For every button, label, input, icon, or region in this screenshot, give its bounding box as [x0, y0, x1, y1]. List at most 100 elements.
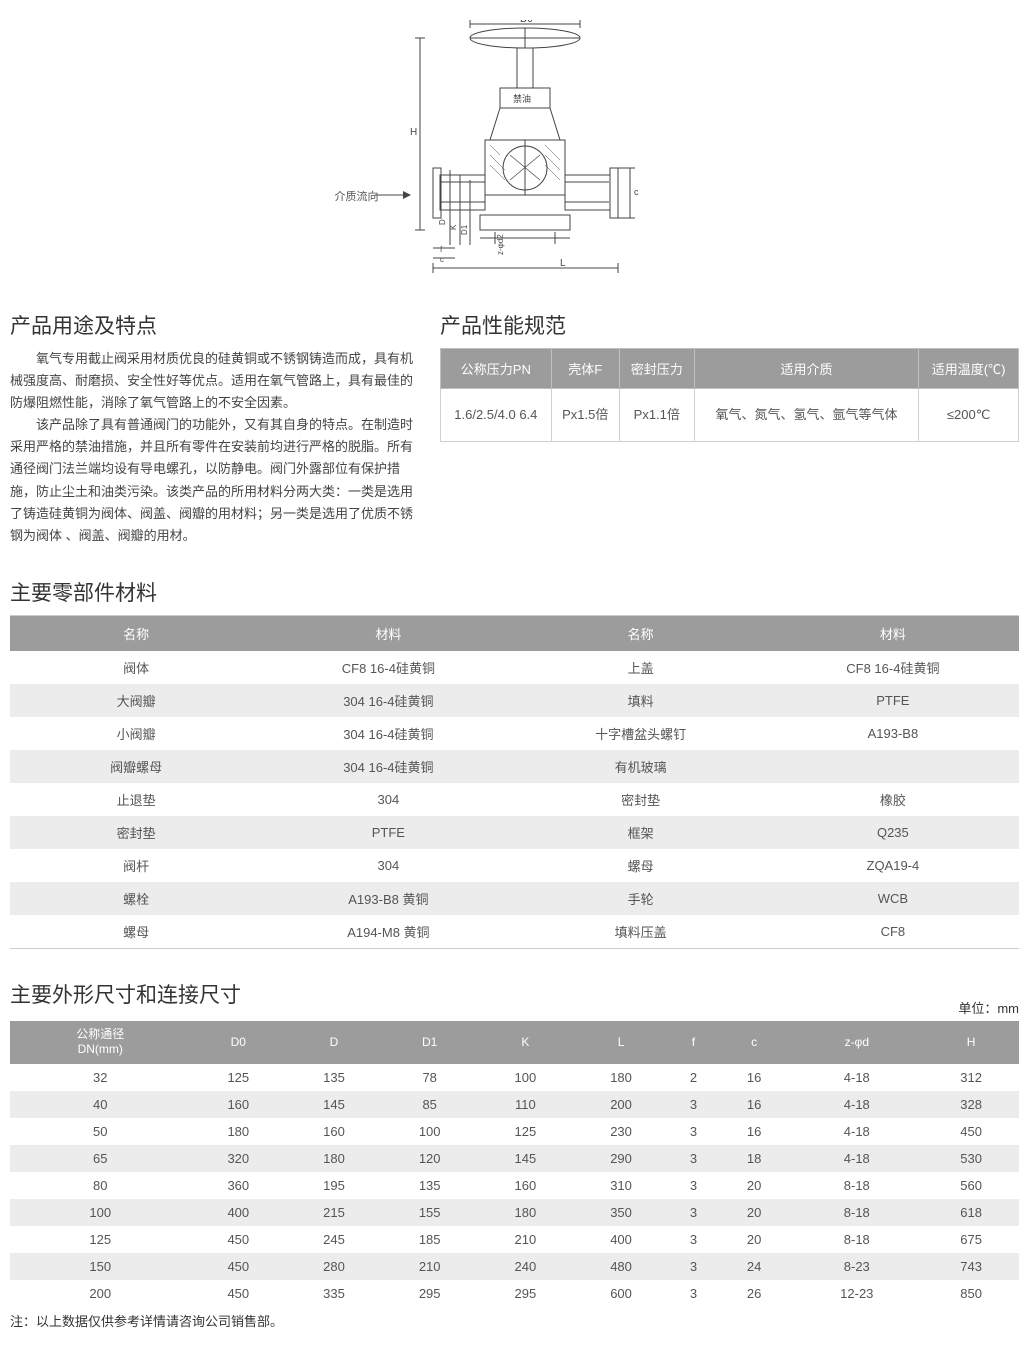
- dims-cell: 125: [10, 1226, 190, 1253]
- materials-cell: 密封垫: [10, 816, 262, 849]
- perf-header: 壳体F: [551, 349, 619, 389]
- dims-cell: 530: [923, 1145, 1019, 1172]
- dims-cell: 618: [923, 1199, 1019, 1226]
- table-row: 501801601001252303164-18450: [10, 1118, 1019, 1145]
- materials-cell: ZQA19-4: [767, 849, 1019, 882]
- dims-cell: 16: [718, 1091, 790, 1118]
- materials-cell: 阀杆: [10, 849, 262, 882]
- table-row: 螺栓A193-B8 黄铜手轮WCB: [10, 882, 1019, 915]
- dims-cell: 215: [286, 1199, 382, 1226]
- dims-cell: 450: [190, 1280, 286, 1307]
- table-row: 40160145851102003164-18328: [10, 1091, 1019, 1118]
- dims-cell: 180: [573, 1064, 669, 1091]
- dims-header: D1: [382, 1021, 478, 1064]
- dims-cell: 8-18: [790, 1172, 923, 1199]
- svg-text:c: c: [634, 187, 639, 197]
- usage-para2: 该产品除了具有普通阀门的功能外，又有其自身的特点。在制造时采用严格的禁油措施，并…: [10, 414, 420, 547]
- dims-cell: 195: [286, 1172, 382, 1199]
- materials-cell: 304 16-4硅黄铜: [262, 717, 514, 750]
- dims-cell: 3: [669, 1199, 718, 1226]
- materials-cell: 框架: [515, 816, 767, 849]
- dims-cell: 185: [382, 1226, 478, 1253]
- materials-cell: 上盖: [515, 651, 767, 684]
- dims-cell: 85: [382, 1091, 478, 1118]
- technical-diagram-area: D0 禁油: [10, 20, 1019, 280]
- materials-cell: 大阀瓣: [10, 684, 262, 717]
- dims-cell: 400: [190, 1199, 286, 1226]
- svg-text:K: K: [449, 224, 458, 230]
- materials-cell: [767, 750, 1019, 783]
- dims-cell: 4-18: [790, 1118, 923, 1145]
- dims-cell: 145: [478, 1145, 574, 1172]
- dims-cell: 3: [669, 1118, 718, 1145]
- dims-cell: 180: [478, 1199, 574, 1226]
- dims-cell: 20: [718, 1226, 790, 1253]
- materials-header: 名称: [515, 615, 767, 651]
- dims-cell: 180: [286, 1145, 382, 1172]
- dims-header: 公称通径 DN(mm): [10, 1021, 190, 1064]
- dims-cell: 65: [10, 1145, 190, 1172]
- perf-header: 公称压力PN: [441, 349, 552, 389]
- dims-cell: 290: [573, 1145, 669, 1172]
- dims-cell: 200: [10, 1280, 190, 1307]
- dims-cell: 150: [10, 1253, 190, 1280]
- dims-cell: 3: [669, 1253, 718, 1280]
- dims-cell: 8-18: [790, 1199, 923, 1226]
- svg-text:D1: D1: [460, 224, 469, 235]
- materials-header: 材料: [262, 615, 514, 651]
- dims-cell: 4-18: [790, 1091, 923, 1118]
- dims-cell: 3: [669, 1226, 718, 1253]
- dims-cell: 18: [718, 1145, 790, 1172]
- dims-cell: 600: [573, 1280, 669, 1307]
- dims-cell: 80: [10, 1172, 190, 1199]
- table-row: 1004002151551803503208-18618: [10, 1199, 1019, 1226]
- dims-cell: 32: [10, 1064, 190, 1091]
- dims-cell: 160: [286, 1118, 382, 1145]
- dims-cell: 100: [478, 1064, 574, 1091]
- materials-table: 名称材料名称材料 阀体CF8 16-4硅黄铜上盖CF8 16-4硅黄铜大阀瓣30…: [10, 615, 1019, 949]
- dims-cell: 312: [923, 1064, 1019, 1091]
- perf-pn: 1.6/2.5/4.0 6.4: [441, 389, 552, 442]
- svg-text:c: c: [440, 255, 444, 264]
- dims-cell: 310: [573, 1172, 669, 1199]
- svg-text:f: f: [440, 245, 443, 254]
- dims-cell: 360: [190, 1172, 286, 1199]
- dims-cell: 155: [382, 1199, 478, 1226]
- svg-text:D: D: [438, 219, 447, 225]
- dims-header: c: [718, 1021, 790, 1064]
- dims-cell: 400: [573, 1226, 669, 1253]
- dims-cell: 450: [190, 1226, 286, 1253]
- materials-cell: A194-M8 黄铜: [262, 915, 514, 949]
- materials-cell: 小阀瓣: [10, 717, 262, 750]
- dims-cell: 100: [382, 1118, 478, 1145]
- perf-shell: Px1.5倍: [551, 389, 619, 442]
- dims-cell: 120: [382, 1145, 478, 1172]
- dims-cell: 230: [573, 1118, 669, 1145]
- materials-header: 材料: [767, 615, 1019, 651]
- dims-cell: 24: [718, 1253, 790, 1280]
- dims-cell: 240: [478, 1253, 574, 1280]
- table-row: 阀瓣螺母304 16-4硅黄铜有机玻璃: [10, 750, 1019, 783]
- perf-header: 适用介质: [694, 349, 919, 389]
- materials-header: 名称: [10, 615, 262, 651]
- dims-cell: 3: [669, 1280, 718, 1307]
- table-row: 大阀瓣304 16-4硅黄铜填料PTFE: [10, 684, 1019, 717]
- dims-cell: 850: [923, 1280, 1019, 1307]
- materials-cell: 螺母: [515, 849, 767, 882]
- dims-cell: 26: [718, 1280, 790, 1307]
- materials-cell: 304 16-4硅黄铜: [262, 750, 514, 783]
- perf-media: 氧气、氮气、氢气、氩气等气体: [694, 389, 919, 442]
- table-row: 密封垫PTFE框架Q235: [10, 816, 1019, 849]
- dims-cell: 4-18: [790, 1145, 923, 1172]
- perf-header: 适用温度(℃): [919, 349, 1019, 389]
- dims-cell: 560: [923, 1172, 1019, 1199]
- materials-title: 主要零部件材料: [10, 577, 1019, 607]
- perf-temp: ≤200℃: [919, 389, 1019, 442]
- dims-header: D: [286, 1021, 382, 1064]
- dims-cell: 20: [718, 1172, 790, 1199]
- dims-cell: 450: [190, 1253, 286, 1280]
- materials-cell: 螺母: [10, 915, 262, 949]
- perf-title: 产品性能规范: [440, 310, 1019, 340]
- dims-cell: 180: [190, 1118, 286, 1145]
- dims-cell: 743: [923, 1253, 1019, 1280]
